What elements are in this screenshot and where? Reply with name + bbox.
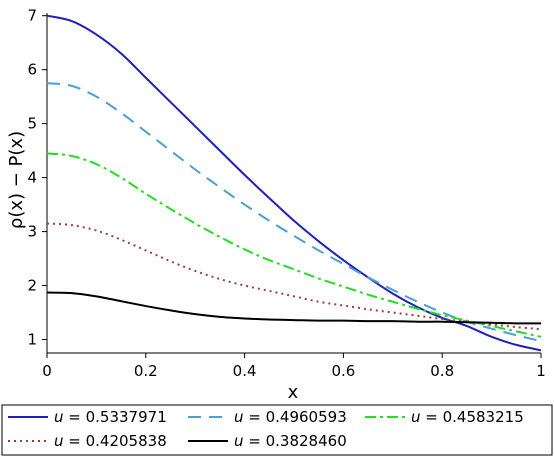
y-tick-label: 2 <box>27 277 37 295</box>
y-tick-label: 6 <box>27 61 37 79</box>
y-tick-label: 1 <box>27 331 37 349</box>
series-line-4 <box>46 222 542 331</box>
legend-box <box>1 404 553 456</box>
series-line-5 <box>46 291 542 325</box>
x-tick-label: 1 <box>536 362 546 380</box>
legend-label: u = 0.4583215 <box>411 408 524 426</box>
y-tick-label: 5 <box>27 115 37 133</box>
legend-label: u = 0.4960593 <box>234 408 347 426</box>
x-tick-label: 0.2 <box>134 362 158 380</box>
x-tick-label: 0.4 <box>233 362 257 380</box>
y-tick-label: 7 <box>27 7 37 25</box>
y-tick-label: 3 <box>27 223 37 241</box>
y-axis-label: ρ(x) − P(x) <box>6 131 27 229</box>
x-tick-label: 0.8 <box>430 362 454 380</box>
y-tick-label: 4 <box>27 169 37 187</box>
legend-label: u = 0.3828460 <box>234 432 347 450</box>
x-tick-label: 0.6 <box>331 362 355 380</box>
x-axis-label: x <box>288 382 299 403</box>
series-lines <box>46 14 542 352</box>
legend: u = 0.5337971 u = 0.4960593 u = 0.4583215 u… <box>1 404 553 456</box>
series-line-3 <box>46 152 542 338</box>
legend-label: u = 0.5337971 <box>54 408 167 426</box>
series-line-2 <box>46 82 542 343</box>
x-tick-label: 0 <box>42 362 52 380</box>
series-line-1 <box>46 14 542 352</box>
legend-label: u = 0.4205838 <box>54 432 167 450</box>
tick-labels: 0 0.2 0.4 0.6 0.8 1 1 2 3 4 5 6 7 <box>27 7 545 380</box>
